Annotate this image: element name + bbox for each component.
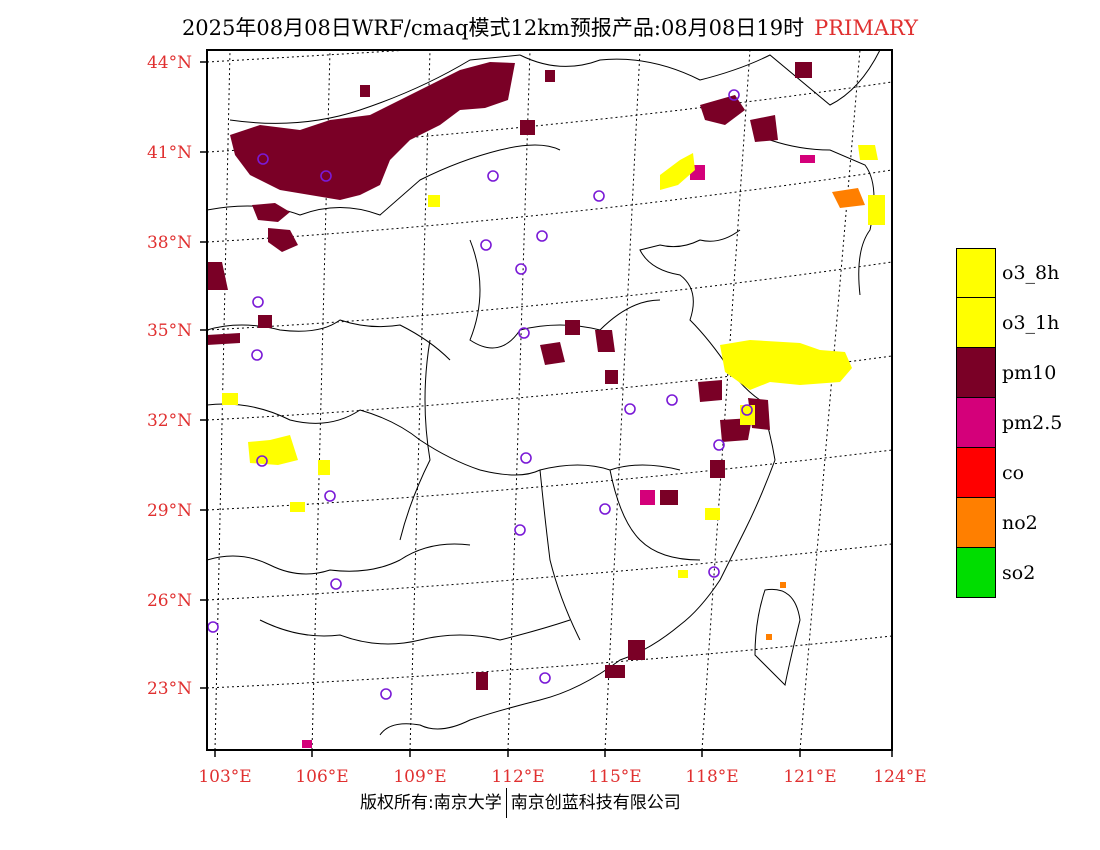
copyright-footer: 版权所有:南京大学 南京创蓝科技有限公司 (360, 788, 681, 818)
legend-swatch (956, 398, 996, 448)
lat-label: 26°N (147, 591, 192, 611)
lon-label: 109°E (393, 767, 446, 787)
pm25-areas (302, 155, 815, 748)
lat-label: 44°N (147, 53, 192, 73)
lat-label: 41°N (147, 143, 192, 163)
lon-label: 121°E (783, 767, 836, 787)
o3-areas (222, 145, 885, 578)
lon-label: 106°E (295, 767, 348, 787)
legend-label: no2 (1002, 512, 1038, 534)
graticule-longitudes (214, 50, 892, 750)
legend-label: so2 (1002, 562, 1036, 584)
axis-ticks (200, 61, 893, 757)
map-frame (206, 49, 893, 751)
legend-swatch (956, 448, 996, 498)
lat-label: 38°N (147, 233, 192, 253)
lon-label: 124°E (873, 767, 926, 787)
legend-label: pm10 (1002, 362, 1057, 384)
legend-label: pm2.5 (1002, 412, 1063, 434)
lon-label: 118°E (685, 767, 738, 787)
copyright-left: 版权所有:南京大学 (360, 793, 502, 813)
copyright-right: 南京创蓝科技有限公司 (510, 793, 681, 813)
boundaries (207, 50, 881, 736)
latitude-labels: 44°N 41°N 38°N 35°N 32°N 29°N 26°N 23°N (147, 53, 192, 699)
legend-swatch (956, 498, 996, 548)
legend-swatch (956, 298, 996, 348)
station-markers (207, 89, 753, 700)
title-primary-tag: PRIMARY (814, 16, 919, 40)
legend-swatch (956, 348, 996, 398)
lat-label: 32°N (147, 411, 192, 431)
legend-label: o3_1h (1002, 312, 1060, 334)
map-content (207, 50, 892, 750)
map-title: 2025年08月08日WRF/cmaq模式12km预报产品:08月08日19时 P… (0, 12, 1100, 42)
lon-label: 103°E (198, 767, 251, 787)
lat-label: 35°N (147, 321, 192, 341)
lat-label: 23°N (147, 679, 192, 699)
legend-label: co (1002, 462, 1025, 484)
lon-label: 115°E (588, 767, 641, 787)
legend-label: o3_8h (1002, 262, 1060, 284)
footer-divider (505, 788, 507, 818)
no2-areas (766, 188, 865, 640)
legend-swatch (956, 248, 996, 298)
pm10-areas (207, 62, 812, 690)
legend-swatch (956, 548, 996, 598)
lat-label: 29°N (147, 501, 192, 521)
lon-label: 112°E (491, 767, 544, 787)
longitude-labels: 103°E 106°E 109°E 112°E 115°E 118°E 121°… (198, 767, 926, 787)
title-main: 2025年08月08日WRF/cmaq模式12km预报产品:08月08日19时 (181, 16, 805, 40)
